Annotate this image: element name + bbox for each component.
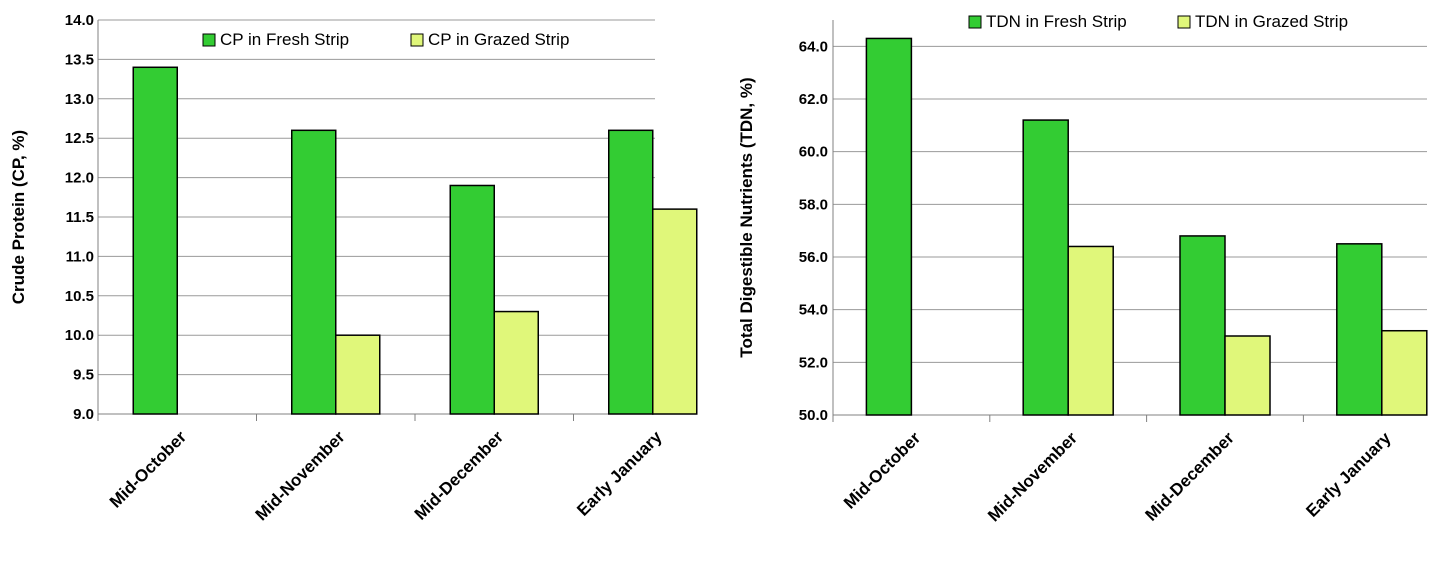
- cp-ytick-label-5: 11.5: [66, 209, 94, 226]
- tdn-category-label-0: Mid-October: [840, 428, 924, 512]
- tdn-legend-swatch-0: [968, 15, 982, 29]
- tdn-bar-fresh-2: [1179, 235, 1226, 416]
- tdn-category-label-3: Early January: [1302, 428, 1395, 521]
- cp-bar-grazed-1: [335, 334, 381, 415]
- cp-category-label-1: Mid-November: [252, 427, 349, 524]
- cp-ytick-label-3: 10.5: [65, 288, 94, 305]
- tdn-chart-panel: 50.0 52.0 54.0 56.0 58.0 60.0 62.0 64.0 Mid-Octo…: [726, 0, 1447, 567]
- cp-y-axis-label: Crude Protein (CP, %): [9, 130, 28, 304]
- cp-ytick-label-4: 11.0: [66, 248, 94, 265]
- tdn-y-axis-label: Total Digestible Nutrients (TDN, %): [737, 77, 756, 357]
- cp-ytick-label-7: 12.5: [65, 130, 94, 147]
- tdn-legend-label-1: TDN in Grazed Strip: [1195, 12, 1348, 31]
- tdn-ytick-label-7: 64.0: [799, 38, 828, 55]
- tdn-bar-fresh-0: [865, 37, 913, 416]
- cp-ytick-label-8: 13.0: [65, 91, 94, 108]
- cp-ytick-label-6: 12.0: [65, 170, 94, 187]
- tdn-ytick-label-6: 62.0: [799, 91, 828, 108]
- cp-category-label-2: Mid-December: [411, 427, 508, 524]
- cp-ytick-label-10: 14.0: [65, 12, 94, 29]
- tdn-bar-grazed-3: [1381, 329, 1428, 416]
- cp-bar-grazed-3: [652, 208, 698, 415]
- cp-bar-fresh-2: [449, 184, 495, 415]
- tdn-ytick-label-3: 56.0: [799, 249, 828, 266]
- tdn-bar-fresh-1: [1022, 119, 1069, 416]
- tdn-legend-label-0: TDN in Fresh Strip: [986, 12, 1127, 31]
- tdn-bar-grazed-2: [1224, 335, 1271, 416]
- tdn-category-label-1: Mid-November: [984, 428, 1081, 525]
- cp-category-label-3: Early January: [573, 427, 666, 520]
- cp-ytick-label-0: 9.0: [73, 406, 94, 423]
- cp-bar-fresh-0: [132, 66, 178, 415]
- tdn-bar-fresh-3: [1336, 243, 1383, 416]
- tdn-category-label-2: Mid-December: [1142, 428, 1239, 525]
- cp-legend-swatch-1: [410, 33, 424, 47]
- tdn-bar-grazed-1: [1067, 245, 1114, 416]
- cp-legend-swatch-0: [202, 33, 216, 47]
- cp-bar-fresh-1: [291, 129, 337, 415]
- cp-chart: 9.0 9.5 10.0 10.5 11.0 11.5 12.0 12.5 13.0 13.5 14…: [9, 12, 698, 524]
- tdn-ytick-label-5: 60.0: [799, 144, 828, 161]
- cp-chart-panel: 9.0 9.5 10.0 10.5 11.0 11.5 12.0 12.5 13.0 13.5 14…: [0, 0, 720, 567]
- cp-legend-label-1: CP in Grazed Strip: [428, 30, 569, 49]
- cp-bar-fresh-3: [608, 129, 654, 415]
- tdn-ytick-label-4: 58.0: [799, 196, 828, 213]
- cp-ytick-label-1: 9.5: [73, 367, 94, 384]
- tdn-legend-swatch-1: [1177, 15, 1191, 29]
- tdn-ytick-label-1: 52.0: [799, 354, 828, 371]
- cp-legend-label-0: CP in Fresh Strip: [220, 30, 349, 49]
- tdn-chart: 50.0 52.0 54.0 56.0 58.0 60.0 62.0 64.0 Mid-Octo…: [737, 12, 1428, 525]
- cp-category-label-0: Mid-October: [106, 427, 190, 511]
- tdn-ytick-label-0: 50.0: [799, 407, 828, 424]
- cp-ytick-label-2: 10.0: [65, 327, 94, 344]
- tdn-ytick-label-2: 54.0: [799, 302, 828, 319]
- cp-ytick-label-9: 13.5: [65, 51, 94, 68]
- cp-bar-grazed-2: [493, 310, 539, 415]
